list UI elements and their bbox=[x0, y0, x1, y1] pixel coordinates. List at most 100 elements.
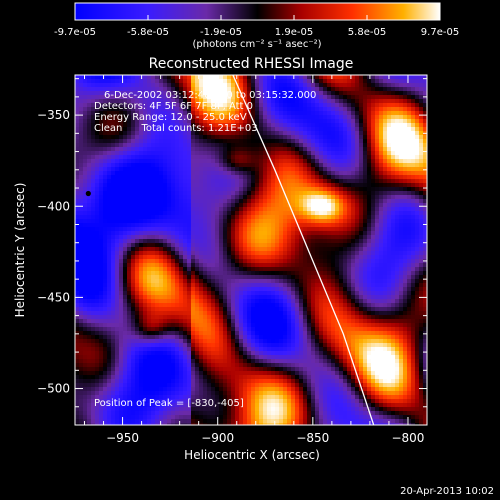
heatmap-cell bbox=[79, 275, 84, 280]
heatmap-cell bbox=[167, 251, 172, 256]
heatmap-cell bbox=[363, 115, 368, 120]
heatmap-cell bbox=[363, 243, 368, 248]
heatmap-cell bbox=[283, 247, 288, 252]
heatmap-cell bbox=[283, 107, 288, 112]
heatmap-cell bbox=[395, 107, 400, 112]
heatmap-cell bbox=[75, 87, 80, 92]
heatmap-cell bbox=[115, 191, 120, 196]
heatmap-cell bbox=[279, 135, 284, 140]
heatmap-cell bbox=[279, 295, 284, 300]
heatmap-cell bbox=[271, 91, 276, 96]
heatmap-cell bbox=[411, 119, 416, 124]
heatmap-cell bbox=[387, 211, 392, 216]
heatmap-cell bbox=[343, 203, 348, 208]
heatmap-cell bbox=[243, 271, 248, 276]
heatmap-cell bbox=[295, 147, 300, 152]
heatmap-cell bbox=[327, 283, 332, 288]
heatmap-cell bbox=[143, 299, 148, 304]
heatmap-cell bbox=[103, 283, 108, 288]
heatmap-cell bbox=[151, 279, 156, 284]
heatmap-cell bbox=[343, 75, 348, 80]
heatmap-cell bbox=[75, 143, 80, 148]
heatmap-cell bbox=[347, 155, 352, 160]
heatmap-cell bbox=[331, 187, 336, 192]
heatmap-cell bbox=[75, 99, 80, 104]
heatmap-cell bbox=[315, 283, 320, 288]
heatmap-cell bbox=[291, 191, 296, 196]
heatmap-cell bbox=[119, 223, 124, 228]
heatmap-cell bbox=[183, 191, 188, 196]
heatmap-cell bbox=[119, 299, 124, 304]
heatmap-cell bbox=[363, 227, 368, 232]
heatmap-cell bbox=[235, 295, 240, 300]
heatmap-cell bbox=[371, 295, 376, 300]
heatmap-cell bbox=[331, 207, 336, 212]
heatmap-cell bbox=[307, 219, 312, 224]
heatmap-cell bbox=[327, 255, 332, 260]
heatmap-cell bbox=[279, 167, 284, 172]
heatmap-cell bbox=[195, 187, 200, 192]
heatmap-cell bbox=[423, 287, 427, 292]
heatmap-cell bbox=[143, 115, 148, 120]
heatmap-cell bbox=[235, 231, 240, 236]
heatmap-cell bbox=[119, 151, 124, 156]
heatmap-cell bbox=[227, 215, 232, 220]
heatmap-cell bbox=[127, 127, 132, 132]
heatmap-cell bbox=[303, 79, 308, 84]
heatmap-cell bbox=[99, 291, 104, 296]
heatmap-cell bbox=[227, 143, 232, 148]
heatmap-cell bbox=[115, 215, 120, 220]
heatmap-cell bbox=[271, 239, 276, 244]
heatmap-cell bbox=[203, 247, 208, 252]
heatmap-cell bbox=[227, 115, 232, 120]
heatmap-cell bbox=[207, 223, 212, 228]
heatmap-cell bbox=[151, 79, 156, 84]
heatmap-cell bbox=[163, 235, 168, 240]
heatmap-cell bbox=[323, 283, 328, 288]
heatmap-cell bbox=[327, 103, 332, 108]
heatmap-cell bbox=[263, 275, 268, 280]
heatmap-cell bbox=[319, 199, 324, 204]
heatmap-cell bbox=[387, 251, 392, 256]
heatmap-cell bbox=[227, 87, 232, 92]
heatmap-cell bbox=[355, 159, 360, 164]
heatmap-cell bbox=[111, 191, 116, 196]
heatmap-cell bbox=[295, 163, 300, 168]
heatmap-cell bbox=[263, 231, 268, 236]
heatmap-cell bbox=[175, 263, 180, 268]
heatmap-cells bbox=[75, 75, 427, 425]
heatmap-cell bbox=[299, 119, 304, 124]
heatmap-cell bbox=[119, 99, 124, 104]
heatmap-cell bbox=[83, 259, 88, 264]
heatmap-cell bbox=[79, 135, 84, 140]
heatmap-cell bbox=[347, 275, 352, 280]
heatmap-cell bbox=[215, 295, 220, 300]
heatmap-cell bbox=[251, 151, 256, 156]
heatmap-cell bbox=[415, 187, 420, 192]
heatmap-cell bbox=[159, 143, 164, 148]
heatmap-cell bbox=[367, 119, 372, 124]
heatmap-cell bbox=[247, 271, 252, 276]
heatmap-cell bbox=[371, 103, 376, 108]
heatmap-cell bbox=[371, 167, 376, 172]
heatmap-cell bbox=[387, 243, 392, 248]
heatmap-cell bbox=[199, 83, 204, 88]
heatmap-cell bbox=[135, 171, 140, 176]
heatmap-cell bbox=[323, 263, 328, 268]
heatmap-cell bbox=[95, 115, 100, 120]
heatmap-cell bbox=[75, 299, 80, 304]
heatmap-cell bbox=[331, 263, 336, 268]
heatmap-cell bbox=[119, 127, 124, 132]
heatmap-cell bbox=[175, 171, 180, 176]
heatmap-cell bbox=[187, 143, 192, 148]
heatmap-cell bbox=[227, 163, 232, 168]
heatmap-cell bbox=[175, 299, 180, 304]
heatmap-cell bbox=[147, 191, 152, 196]
heatmap-cell bbox=[339, 115, 344, 120]
heatmap-cell bbox=[287, 259, 292, 264]
heatmap-cell bbox=[259, 191, 264, 196]
heatmap-cell bbox=[79, 207, 84, 212]
heatmap-cell bbox=[271, 111, 276, 116]
heatmap-cell bbox=[287, 111, 292, 116]
heatmap-cell bbox=[375, 267, 380, 272]
